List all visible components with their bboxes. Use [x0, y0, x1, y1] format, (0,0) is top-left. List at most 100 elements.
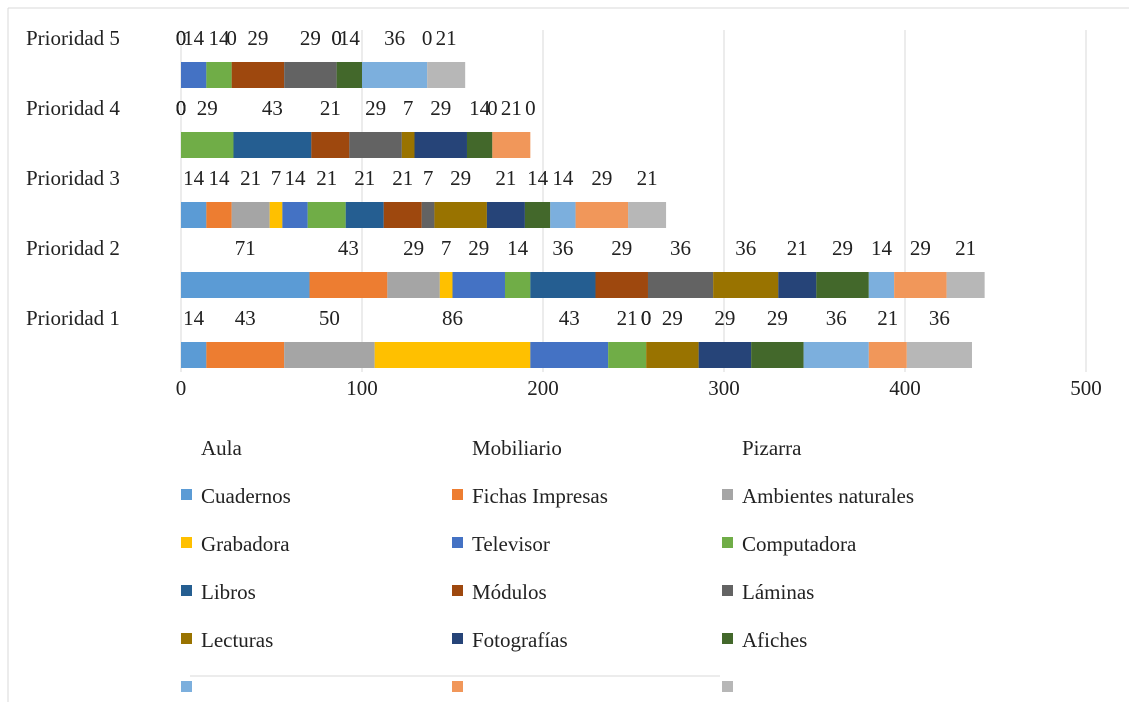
bar-segment: [421, 202, 435, 228]
bar-segment: [362, 62, 428, 88]
bar-segment: [284, 62, 337, 88]
data-label: 21: [637, 166, 658, 190]
bar-segment: [524, 202, 551, 228]
legend-swatch: [722, 585, 733, 596]
data-label: 7: [441, 236, 452, 260]
bar-segment: [206, 202, 232, 228]
bar-segment: [345, 202, 384, 228]
legend-swatch: [181, 537, 192, 548]
data-label: 29: [468, 236, 489, 260]
legend-swatch: [722, 633, 733, 644]
bar-segment: [575, 202, 629, 228]
data-label: 0: [226, 26, 237, 50]
data-label: 21: [877, 306, 898, 330]
data-label: 29: [910, 236, 931, 260]
data-label: 14: [209, 26, 231, 50]
data-label: 36: [929, 306, 950, 330]
data-label: 14: [183, 306, 205, 330]
x-tick-label: 200: [527, 376, 559, 400]
legend-swatch: [452, 537, 463, 548]
bar-segment: [628, 202, 667, 228]
bar-segment: [816, 272, 869, 298]
data-label: 29: [611, 236, 632, 260]
bar-segment: [647, 272, 714, 298]
data-label: 0: [176, 96, 187, 120]
bar-segment: [307, 202, 346, 228]
x-tick-label: 400: [889, 376, 921, 400]
bar-segment: [550, 202, 576, 228]
data-label: 21: [354, 166, 375, 190]
legend-swatch: [722, 681, 733, 692]
data-label: 21: [320, 96, 341, 120]
legend-swatch: [181, 681, 192, 692]
data-label: 7: [423, 166, 434, 190]
x-tick-label: 100: [346, 376, 378, 400]
data-label: 36: [384, 26, 405, 50]
data-label: 0: [176, 26, 187, 50]
data-label: 86: [442, 306, 463, 330]
bar-segment: [646, 342, 699, 368]
data-label: 14: [552, 166, 574, 190]
data-label: 14: [871, 236, 893, 260]
bar-segment: [181, 62, 207, 88]
bar-segment: [608, 342, 647, 368]
data-label: 14: [339, 26, 361, 50]
bar-segment: [894, 272, 947, 298]
bar-segment: [181, 342, 207, 368]
data-label: 14: [209, 166, 231, 190]
bar-segment: [181, 132, 234, 158]
data-label: 21: [316, 166, 337, 190]
bar-segment: [311, 132, 350, 158]
bar-segment: [181, 272, 310, 298]
data-label: 29: [767, 306, 788, 330]
data-label: 14: [183, 166, 205, 190]
legend-swatch: [181, 489, 192, 500]
legend-swatch: [181, 633, 192, 644]
bar-segment: [595, 272, 648, 298]
data-label: 29: [300, 26, 321, 50]
bar-segment: [349, 132, 402, 158]
data-label: 0: [176, 96, 187, 120]
legend-swatch: [452, 633, 463, 644]
data-label: 21: [392, 166, 413, 190]
data-label: 0: [422, 26, 433, 50]
x-tick-label: 500: [1070, 376, 1102, 400]
data-label: 43: [559, 306, 580, 330]
legend-swatch: [722, 537, 733, 548]
legend-label: Fotografías: [472, 628, 568, 652]
bar-segment: [868, 272, 895, 298]
bar-segment: [530, 342, 609, 368]
data-label: 36: [670, 236, 691, 260]
legend-label: Computadora: [742, 532, 857, 556]
y-tick-label: Prioridad 4: [26, 96, 120, 120]
legend-swatch: [722, 489, 733, 500]
data-label: 0: [176, 26, 187, 50]
bar-segment: [282, 202, 308, 228]
bar-segment: [486, 202, 525, 228]
data-label: 29: [247, 26, 268, 50]
bar-segment: [778, 272, 817, 298]
data-label: 21: [617, 306, 638, 330]
data-label: 14: [527, 166, 549, 190]
data-label: 7: [271, 166, 282, 190]
bar-segment: [434, 202, 487, 228]
data-label: 43: [262, 96, 283, 120]
x-tick-label: 0: [176, 376, 187, 400]
bar-segment: [946, 272, 985, 298]
bar-segment: [231, 62, 285, 88]
bar-segment: [206, 62, 232, 88]
legend-label: Mobiliario: [472, 436, 562, 460]
legend-label: Libros: [201, 580, 256, 604]
data-label: 43: [235, 306, 256, 330]
bar-segment: [269, 202, 283, 228]
bar-segment: [439, 272, 453, 298]
data-label: 0: [176, 96, 187, 120]
data-label: 29: [832, 236, 853, 260]
legend-label: Láminas: [742, 580, 814, 604]
bar-segment: [868, 342, 907, 368]
legend-label: Lecturas: [201, 628, 273, 652]
data-label: 7: [403, 96, 414, 120]
legend-label: Cuadernos: [201, 484, 291, 508]
legend-swatch: [452, 585, 463, 596]
